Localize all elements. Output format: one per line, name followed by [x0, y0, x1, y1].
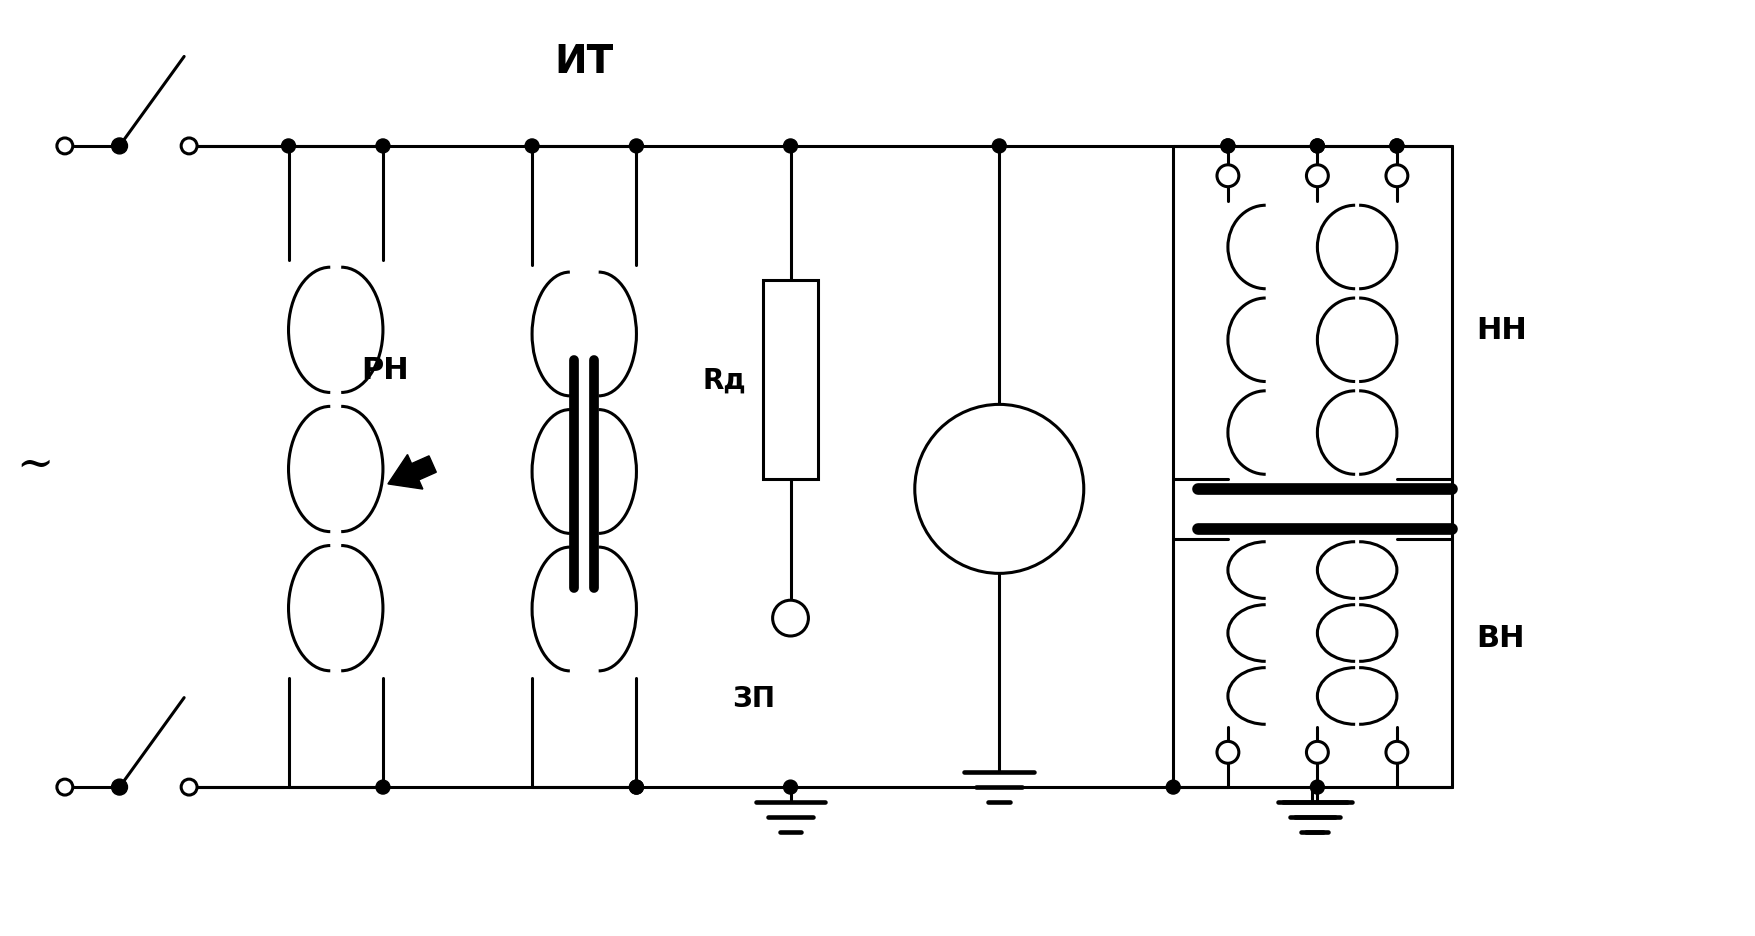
Text: РН: РН	[362, 356, 409, 385]
Text: ВН: ВН	[1476, 623, 1523, 652]
Circle shape	[181, 139, 197, 154]
Circle shape	[992, 139, 1006, 154]
Circle shape	[1165, 781, 1179, 795]
Circle shape	[1216, 166, 1237, 187]
Text: ЗП: ЗП	[732, 684, 776, 712]
FancyArrow shape	[388, 455, 435, 490]
Circle shape	[1309, 139, 1323, 154]
Circle shape	[1306, 741, 1327, 764]
Text: ~: ~	[16, 443, 54, 486]
Text: Rд: Rд	[702, 366, 746, 394]
Circle shape	[772, 601, 807, 636]
Circle shape	[281, 139, 295, 154]
Circle shape	[1306, 166, 1327, 187]
Circle shape	[1385, 166, 1408, 187]
Circle shape	[376, 139, 390, 154]
Circle shape	[1385, 741, 1408, 764]
Text: кV: кV	[979, 476, 1018, 503]
Circle shape	[525, 139, 539, 154]
Circle shape	[628, 139, 642, 154]
Circle shape	[914, 405, 1083, 574]
Circle shape	[783, 139, 797, 154]
Circle shape	[1309, 781, 1323, 795]
Circle shape	[56, 780, 72, 796]
Circle shape	[181, 780, 197, 796]
Circle shape	[1390, 139, 1402, 154]
Circle shape	[783, 781, 797, 795]
Circle shape	[112, 780, 128, 796]
Circle shape	[112, 139, 128, 154]
Circle shape	[1220, 139, 1234, 154]
Text: НН: НН	[1476, 316, 1527, 345]
Circle shape	[376, 781, 390, 795]
Circle shape	[1390, 139, 1402, 154]
Circle shape	[1216, 741, 1237, 764]
Bar	[763, 281, 818, 479]
Text: ИТ: ИТ	[555, 43, 614, 81]
Circle shape	[1220, 139, 1234, 154]
Circle shape	[56, 139, 72, 154]
Circle shape	[628, 781, 642, 795]
Circle shape	[628, 781, 642, 795]
Circle shape	[1309, 139, 1323, 154]
